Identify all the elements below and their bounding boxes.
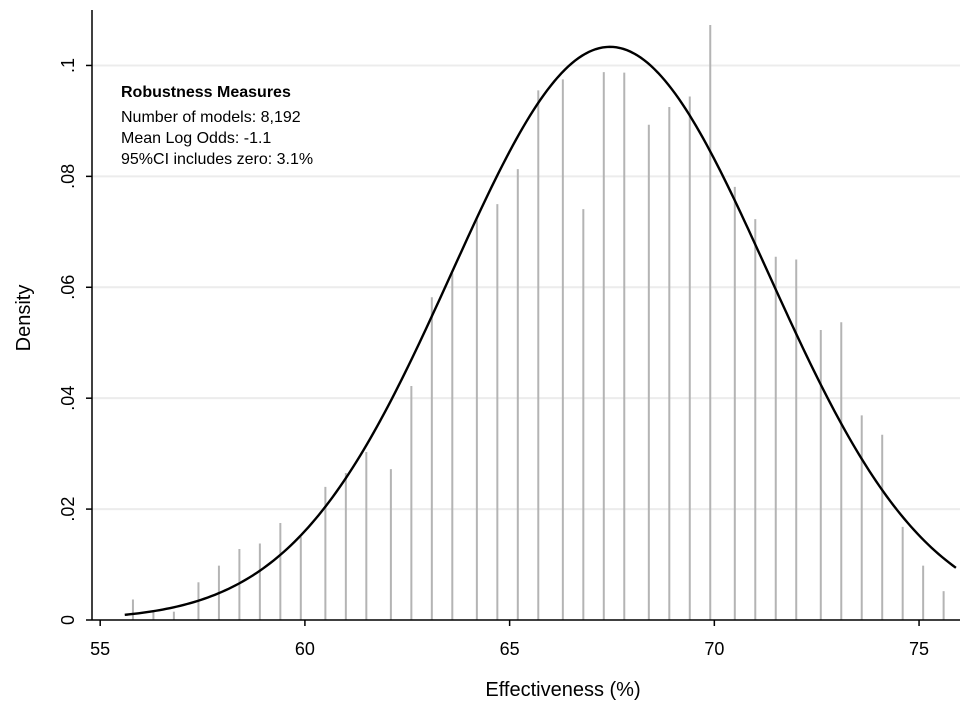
y-axis-title: Density — [13, 285, 35, 352]
y-tick-label: .1 — [58, 58, 78, 73]
histogram-bars — [131, 24, 945, 620]
density-curve-layer — [124, 45, 957, 617]
x-axis-title: Effectiveness (%) — [485, 679, 640, 701]
y-tick-label: .08 — [58, 164, 78, 189]
annotation-line: Number of models: 8,192 — [121, 109, 301, 126]
x-tick-label: 55 — [90, 639, 110, 659]
grid-layer — [92, 64, 960, 511]
x-tick-label: 70 — [704, 639, 724, 659]
annotation-line: Mean Log Odds: -1.1 — [121, 130, 271, 147]
x-tick-label: 75 — [909, 639, 929, 659]
density-curve — [124, 45, 957, 617]
tick-labels: 0 .02 .04 .06 .08 .1 55 60 65 70 75 — [58, 58, 929, 659]
y-tick-label: .02 — [58, 497, 78, 522]
x-tick-label: 65 — [500, 639, 520, 659]
y-tick-label: 0 — [58, 615, 78, 625]
y-tick-label: .06 — [58, 275, 78, 300]
robustness-annotation: Robustness Measures Number of models: 8,… — [121, 84, 313, 168]
annotation-title: Robustness Measures — [121, 84, 291, 101]
annotation-line: 95%CI includes zero: 3.1% — [121, 151, 313, 168]
x-tick-label: 60 — [295, 639, 315, 659]
axes — [86, 10, 960, 626]
y-tick-label: .04 — [58, 386, 78, 411]
